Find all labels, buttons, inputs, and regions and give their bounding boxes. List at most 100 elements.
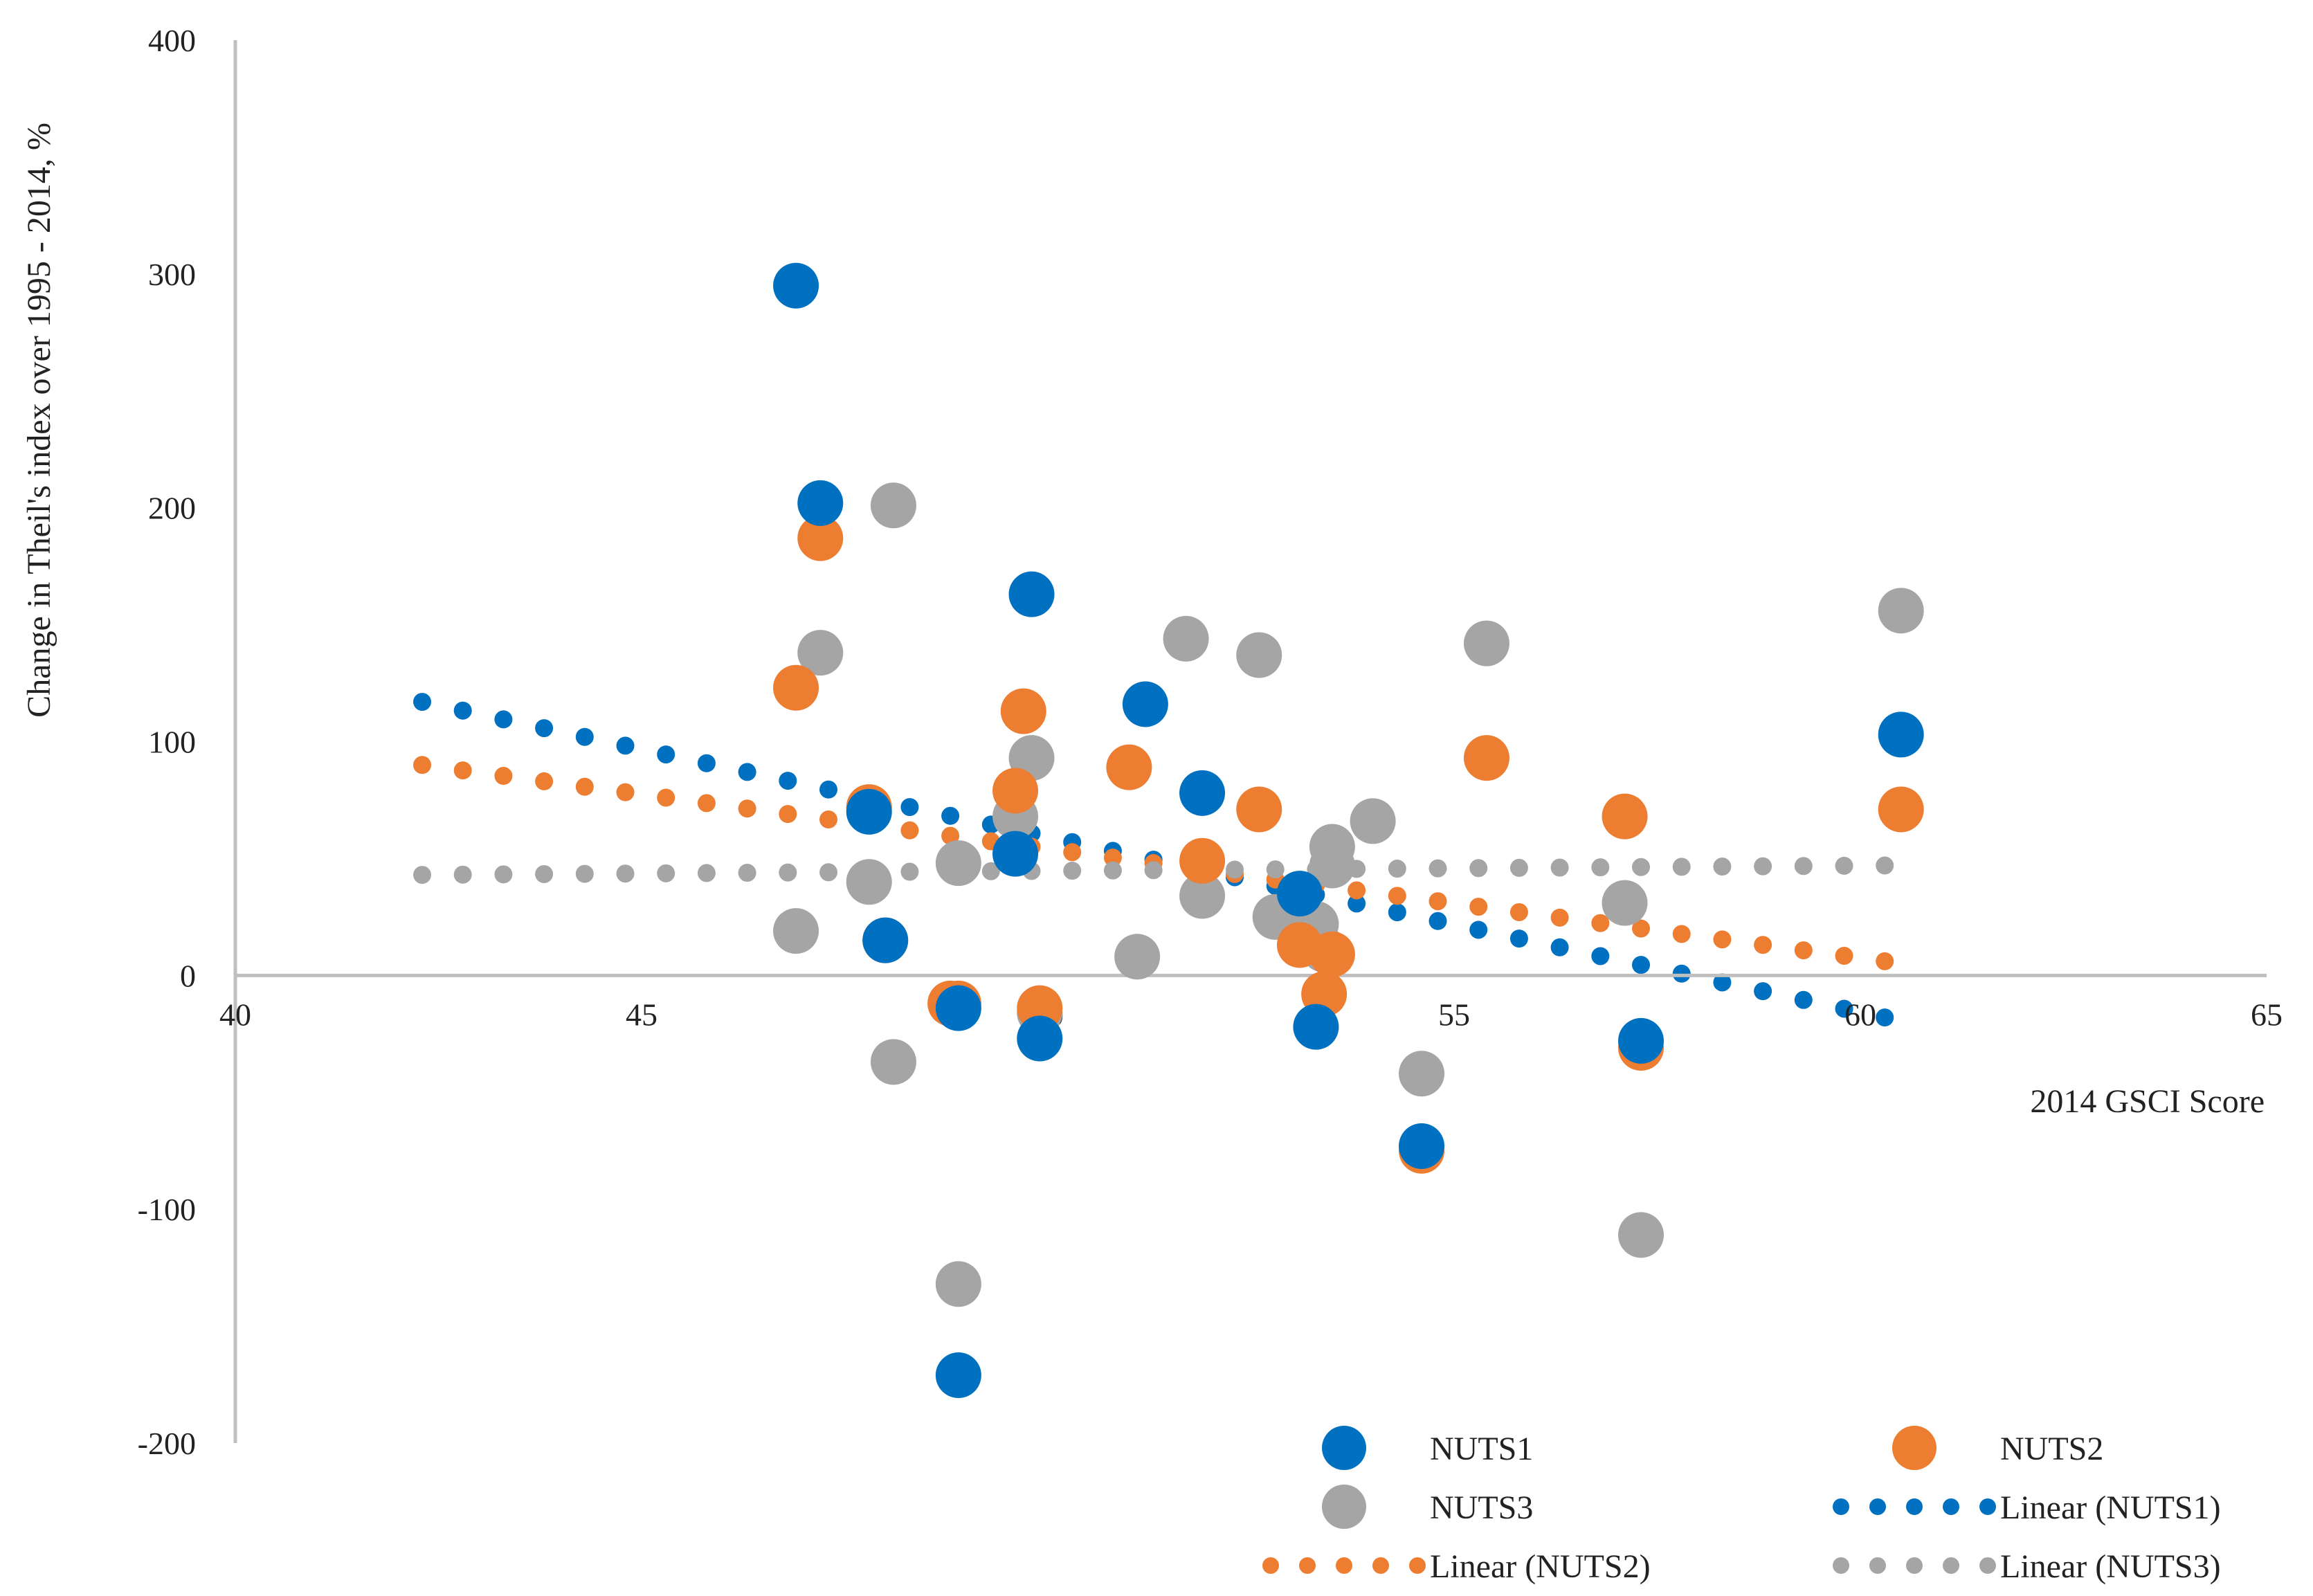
scatter-point-nuts1 — [1618, 1017, 1665, 1064]
y-tick-label: 0 — [180, 958, 196, 993]
x-tick-label: 40 — [219, 997, 251, 1032]
scatter-point-nuts3 — [870, 482, 916, 529]
trendline-dot — [1713, 973, 1732, 992]
trendline-dot — [1550, 858, 1569, 877]
trendline-dot — [1876, 1008, 1894, 1027]
trendline-dot — [738, 763, 756, 781]
scatter-point-nuts1 — [935, 1352, 981, 1399]
scatter-point-nuts1 — [773, 262, 819, 309]
trendline-dot — [1591, 858, 1610, 877]
scatter-point-nuts1 — [1293, 1004, 1339, 1050]
scatter-point-nuts2 — [1236, 786, 1282, 833]
trendline-dot — [1428, 859, 1447, 878]
trendline-dot — [900, 821, 919, 840]
legend-item: Linear (NUTS3) — [1833, 1548, 2221, 1585]
scatter-point-nuts3 — [935, 840, 981, 887]
legend-label: Linear (NUTS1) — [2000, 1489, 2221, 1526]
trendline-dot — [657, 864, 675, 882]
trendline-dot — [453, 761, 472, 780]
legend: NUTS1 NUTS2 NUTS3 Linear (NUTS1) Linear (NUT… — [1262, 1426, 2221, 1585]
trendline-dot — [1794, 857, 1813, 876]
legend-dotted-line — [1833, 1557, 1849, 1574]
scatter-point-nuts1 — [862, 917, 909, 963]
y-tick-label: 200 — [148, 491, 196, 526]
scatter-point-nuts1 — [797, 480, 844, 526]
scatter-point-nuts2 — [992, 768, 1039, 814]
trendline-dot — [1754, 936, 1772, 954]
legend-item: NUTS3 — [1322, 1485, 1533, 1529]
trendline-dot — [981, 862, 1000, 880]
x-tick-label: 55 — [1438, 997, 1470, 1032]
scatter-point-nuts3 — [773, 908, 819, 954]
y-tick-label: 300 — [148, 257, 196, 292]
trendline-dot — [900, 798, 919, 817]
trendline-dot — [819, 780, 838, 799]
trendline-dot — [1063, 843, 1082, 862]
legend-item: Linear (NUTS2) — [1262, 1548, 1651, 1585]
scatter-point-nuts1 — [1276, 871, 1323, 917]
scatter-point-nuts3 — [1179, 873, 1226, 919]
trendline-dot — [413, 693, 432, 711]
scatter-point-nuts3 — [1350, 798, 1396, 844]
scatter-point-nuts3 — [1618, 1212, 1665, 1258]
legend-dotted-line — [1906, 1557, 1923, 1574]
legend-marker — [1892, 1426, 1936, 1470]
trendline-dot — [1591, 914, 1610, 932]
trendline-dot — [779, 863, 797, 882]
trendline-dot — [1388, 887, 1406, 905]
trendline-dot — [1469, 859, 1488, 878]
trendline-dot — [1835, 856, 1853, 875]
trendline-dot — [494, 767, 513, 786]
legend-dotted-line — [1299, 1557, 1316, 1574]
trendline-dot — [697, 864, 716, 882]
trendline-dot — [1835, 946, 1853, 965]
y-tick-label: 100 — [148, 725, 196, 760]
x-tick-label: 65 — [2251, 997, 2283, 1032]
scatter-point-nuts1 — [1008, 571, 1055, 617]
trendline-dot — [535, 772, 554, 790]
trendline-dot — [575, 727, 594, 746]
trendline-dot — [819, 863, 838, 882]
trendline-dot — [453, 701, 472, 720]
trendline-dot — [1550, 938, 1569, 956]
trendline-dot — [413, 866, 432, 885]
legend-label: NUTS1 — [1430, 1431, 1533, 1467]
scatter-point-nuts3 — [846, 859, 892, 905]
trendline-dot — [779, 772, 797, 790]
x-tick-label: 45 — [626, 997, 657, 1032]
legend-dotted-line — [1409, 1557, 1426, 1574]
legend-dotted-line — [1906, 1498, 1923, 1515]
trendline-dot — [1469, 898, 1488, 916]
trendline-dot — [1469, 921, 1488, 939]
trendline-dot — [1591, 947, 1610, 965]
trendline-dot — [1713, 858, 1732, 876]
scatter-point-nuts2 — [1000, 688, 1046, 734]
trendline-dot — [1388, 860, 1406, 878]
legend-dotted-line — [1943, 1498, 1959, 1515]
trendline-dot — [616, 736, 635, 755]
legend-dotted-line — [1262, 1557, 1279, 1574]
legend-label: NUTS3 — [1430, 1489, 1533, 1526]
y-axis-title: Change in Theil's index over 1995 - 2014… — [21, 123, 57, 718]
trendline-dot — [1754, 982, 1772, 1001]
y-tick-label: 400 — [148, 23, 196, 58]
scatter-point-nuts1 — [846, 788, 892, 835]
scatter-point-nuts3 — [1878, 588, 1924, 634]
scatter-point-nuts2 — [773, 664, 819, 711]
axes — [233, 40, 2267, 1443]
legend-dotted-line — [1833, 1498, 1849, 1515]
trendline-dot — [657, 745, 675, 764]
trendline-dot — [1266, 860, 1285, 879]
scatter-point-nuts3 — [870, 1039, 916, 1085]
trendline-dot — [900, 862, 919, 881]
trendline-dot — [779, 805, 797, 824]
trendline-dot — [1550, 908, 1569, 927]
trendline-dot — [1509, 858, 1528, 877]
legend-dotted-line — [1979, 1498, 1996, 1515]
x-axis-title: 2014 GSCI Score — [2030, 1083, 2265, 1120]
trendline-dot — [1794, 990, 1813, 1009]
trendline-dot — [1348, 881, 1366, 900]
trendline-dot — [1509, 903, 1528, 921]
scatter-point-nuts1 — [1017, 1015, 1063, 1062]
